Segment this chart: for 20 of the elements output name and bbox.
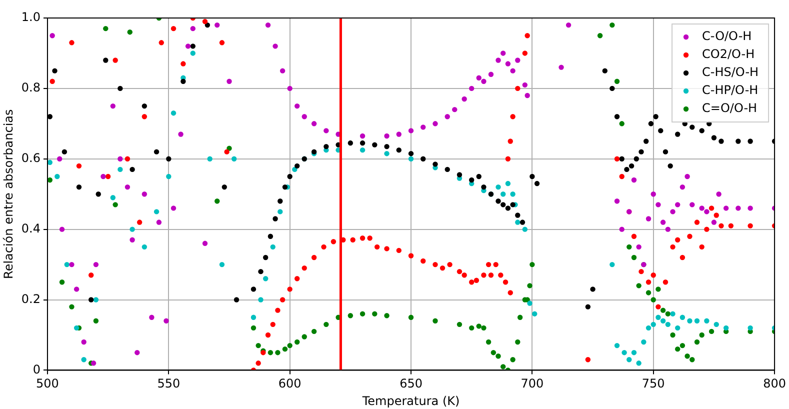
x-tick-label: 600: [278, 376, 302, 391]
x-tick-label: 750: [642, 376, 665, 391]
legend-label: C-O/O-H: [702, 29, 752, 44]
y-axis-title: Relación entre absorbancias: [1, 109, 16, 279]
y-tick-label: 0.4: [21, 221, 40, 236]
y-tick-label: 0.6: [21, 151, 40, 166]
y-tick-label: 0: [32, 362, 40, 376]
legend-label: C-HS/O-H: [702, 65, 759, 80]
legend-label: CO2/O-H: [702, 47, 755, 62]
x-tick-label: 500: [36, 376, 59, 391]
legend-label: C-HP/O-H: [702, 83, 758, 98]
x-tick-label: 800: [763, 376, 786, 391]
legend-label: C=O/O-H: [702, 101, 758, 116]
x-tick-label: 650: [400, 376, 422, 391]
y-tick-label: 0.8: [21, 80, 40, 95]
x-axis-title: Temperatura (K): [361, 394, 460, 408]
y-tick-label: 1.0: [21, 10, 40, 24]
y-tick-label: 0.2: [21, 292, 40, 306]
x-tick-label: 700: [520, 376, 544, 391]
x-tick-label: 550: [157, 376, 180, 391]
